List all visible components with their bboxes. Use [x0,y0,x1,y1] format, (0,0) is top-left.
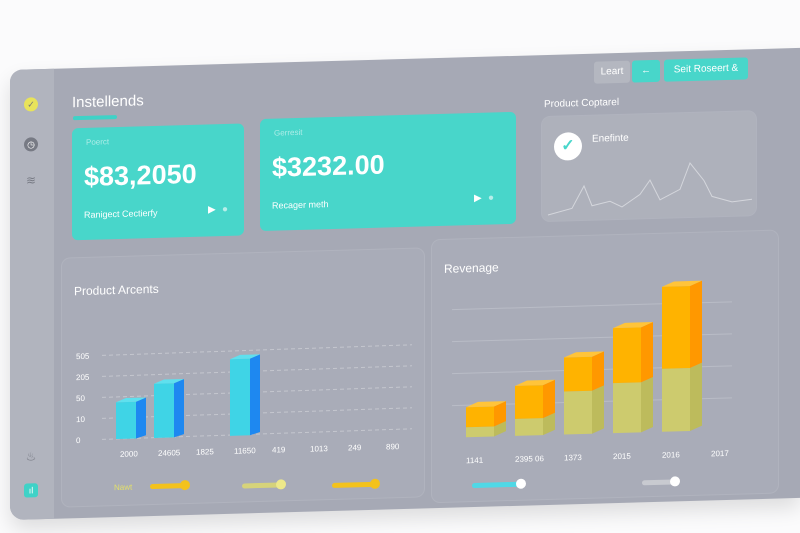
bar-side [136,397,146,439]
card-subtitle: Recager meth [272,199,329,211]
chart-title: Product Arcents [74,281,159,299]
x-tick-label: 890 [386,442,400,451]
sidebar: ✓ ◷ ≋ ♨ ıl [10,68,54,520]
seit-button[interactable]: Seit Roseert & [664,57,748,82]
bar-segment-upper [466,406,494,428]
page-title: Instellends [72,92,144,112]
legend-label: Nawt [114,482,133,493]
bar-side-lower [543,412,555,436]
bar-side-lower [641,377,653,433]
x-tick-label: 1141 [466,456,484,465]
product-name: Enefinte [592,132,629,145]
flame-icon[interactable]: ♨ [25,449,37,464]
card-label: Poerct [86,137,110,147]
x-tick-label: 24605 [158,448,181,458]
back-button[interactable]: ← [632,59,660,83]
card-subtitle: Ranigect Cectierfy [84,207,158,220]
gridline [101,428,413,440]
card-label: Gerresit [274,127,303,138]
gridline [101,344,413,356]
bar-top [613,322,653,329]
y-tick-label: 205 [76,373,90,382]
right-chart: 1141 2395 06 1373 2015 2016 2017 [452,280,732,465]
chart-title: Revenage [444,260,499,276]
x-tick-label: 419 [272,445,286,454]
bar-segment-upper [564,356,592,392]
bar-side [250,354,260,436]
x-tick-label: 249 [348,443,362,452]
chart-icon[interactable]: ıl [24,483,38,498]
y-tick-label: 505 [76,352,90,361]
x-tick-label: 1825 [196,447,214,457]
bar-side-lower [592,385,604,434]
bar-segment-lower [613,382,641,434]
y-tick-label: 10 [76,415,85,424]
clock-icon[interactable]: ◷ [24,137,38,152]
bar-top [515,379,555,386]
bar-front [116,401,136,440]
card-value: $3232.00 [272,149,385,183]
slider-1[interactable] [150,479,190,491]
bar-side-upper [494,401,506,427]
bar-front [230,358,250,436]
slider-3[interactable] [332,478,380,489]
bar-front [154,383,174,438]
bar-top [154,378,184,384]
bar-side-upper [543,379,555,419]
x-tick-label: 2015 [613,452,631,462]
x-tick-label: 1013 [310,444,328,454]
x-tick-label: 2395 06 [515,454,544,464]
y-tick-label: 0 [76,436,81,445]
bar-top [230,354,260,360]
left-chart: 0 10 50 205 505 2000 24605 1825 11650 419 1013 249 8… [76,344,413,459]
info-icon[interactable]: ● [488,192,495,204]
x-tick-label: 2016 [662,450,680,460]
bar-side-upper [641,322,653,383]
product-arcents-panel: Product Arcents 0 10 50 205 505 2000 24605 1825… [62,248,424,507]
arrow-left-icon: ← [641,65,651,77]
bar-side-upper [592,351,604,391]
layers-icon[interactable]: ≋ [25,173,37,188]
bar-segment-lower [466,426,494,438]
bar-segment-upper [515,385,543,419]
card-value: $83,2050 [84,158,197,192]
sparkline [547,162,753,216]
bar-side [174,378,184,438]
stat-card-1[interactable]: Poerct $83,2050 Ranigect Cectierfy ▶ ● [72,123,244,241]
product-control-title: Product Coptarel [544,96,620,111]
title-underline [73,115,117,121]
bar-top [466,401,506,408]
x-tick-label: 2017 [711,449,729,459]
bar-segment-upper [662,286,690,369]
y-tick-label: 50 [76,394,85,403]
bar-side-lower [690,362,702,432]
slider-4[interactable] [472,478,526,489]
bar-top [662,280,702,287]
x-tick-label: 11650 [234,446,256,456]
leart-button[interactable]: Leart [594,60,630,84]
stat-card-2[interactable]: Gerresit $3232.00 Recager meth ▶ ● [260,111,516,232]
dashboard-window: ✓ ◷ ≋ ♨ ıl Instellends Poerct $83,2050 R… [10,47,800,521]
slider-5[interactable] [642,476,680,487]
bar-segment-lower [662,368,690,432]
slider-2[interactable] [242,479,286,490]
bar-side-lower [494,421,506,437]
logo-icon[interactable]: ✓ [24,97,38,112]
info-icon[interactable]: ● [222,203,229,216]
revenage-panel: Revenage 1141 2395 06 1373 2015 2016 2017 [432,230,778,503]
bar-segment-lower [564,390,592,435]
bar-top [116,397,146,403]
bar-side-upper [690,280,702,369]
bar-top [564,351,604,358]
play-icon[interactable]: ▶ [474,192,482,205]
bar-segment-lower [515,418,543,436]
product-control-panel: ✓ Enefinte [542,111,756,222]
x-tick-label: 1373 [564,453,582,463]
x-tick-label: 2000 [120,449,138,459]
play-icon[interactable]: ▶ [208,204,216,216]
bar-segment-upper [613,327,641,384]
